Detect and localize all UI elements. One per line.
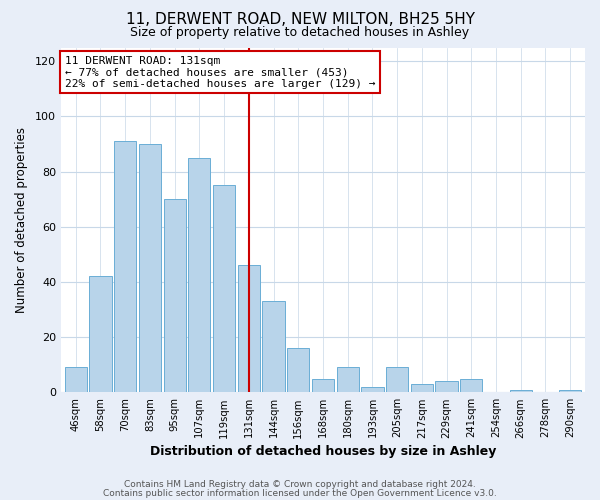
X-axis label: Distribution of detached houses by size in Ashley: Distribution of detached houses by size … (150, 444, 496, 458)
Bar (287, 348, 310, 393)
Bar (238, 266, 260, 392)
Text: Size of property relative to detached houses in Ashley: Size of property relative to detached ho… (130, 26, 470, 39)
Bar (89, 276, 112, 392)
Bar (386, 368, 408, 392)
Bar (559, 390, 581, 392)
Text: 11 DERWENT ROAD: 131sqm
← 77% of detached houses are smaller (453)
22% of semi-d: 11 DERWENT ROAD: 131sqm ← 77% of detache… (65, 56, 375, 89)
Bar (262, 302, 284, 392)
Text: Contains public sector information licensed under the Open Government Licence v3: Contains public sector information licen… (103, 489, 497, 498)
Bar (114, 142, 136, 392)
Bar (411, 384, 433, 392)
Text: 11, DERWENT ROAD, NEW MILTON, BH25 5HY: 11, DERWENT ROAD, NEW MILTON, BH25 5HY (125, 12, 475, 28)
Bar (213, 186, 235, 392)
Bar (337, 368, 359, 392)
Bar (312, 378, 334, 392)
Y-axis label: Number of detached properties: Number of detached properties (15, 127, 28, 313)
Bar (164, 199, 186, 392)
Bar (361, 387, 383, 392)
Bar (460, 378, 482, 392)
Bar (436, 382, 458, 392)
Text: Contains HM Land Registry data © Crown copyright and database right 2024.: Contains HM Land Registry data © Crown c… (124, 480, 476, 489)
Bar (65, 368, 87, 392)
Bar (139, 144, 161, 392)
Bar (188, 158, 211, 392)
Bar (509, 390, 532, 392)
